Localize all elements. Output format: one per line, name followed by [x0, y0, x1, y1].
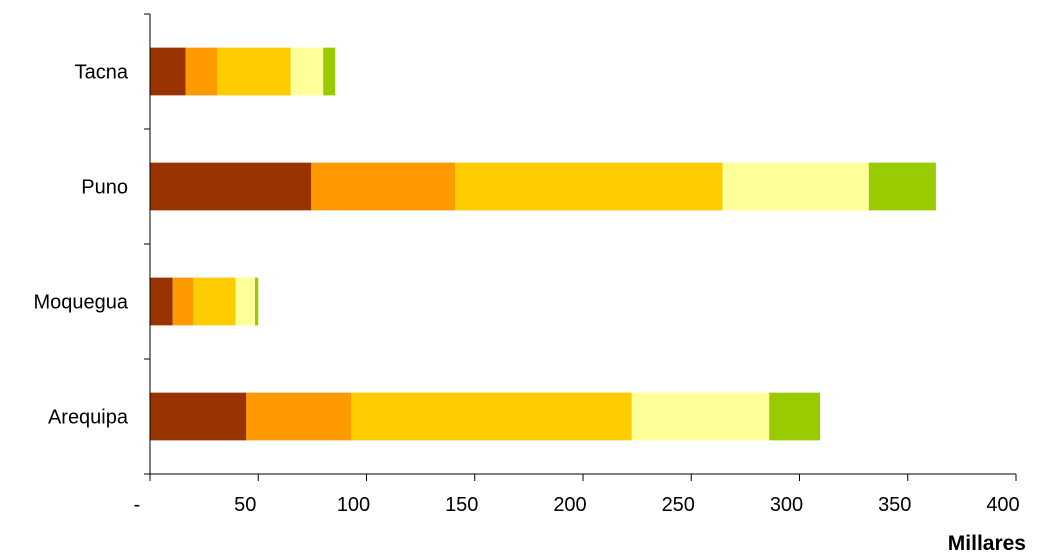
x-tick-label: 200 — [553, 494, 586, 516]
x-tick-label: 250 — [662, 494, 695, 516]
bar-moquegua-segment-5 — [255, 277, 259, 326]
x-axis-unit-label: Millares — [948, 532, 1026, 555]
bar-moquegua-segment-4 — [235, 277, 256, 326]
bar-arequipa-segment-1 — [150, 392, 247, 441]
category-label-tacna: Tacna — [75, 62, 129, 84]
bar-arequipa-segment-3 — [351, 392, 632, 441]
x-tick-label: 50 — [234, 494, 256, 516]
bar-arequipa-segment-5 — [769, 392, 821, 441]
bar-arequipa-segment-4 — [631, 392, 770, 441]
bar-moquegua-segment-2 — [172, 277, 194, 326]
bar-puno-segment-4 — [722, 162, 869, 211]
category-label-puno: Puno — [81, 177, 128, 199]
axes-group — [144, 13, 1017, 481]
bar-tacna-segment-4 — [290, 47, 324, 96]
x-tick-label: 150 — [445, 494, 478, 516]
bar-tacna-segment-5 — [323, 47, 336, 96]
x-tick-label: 100 — [337, 494, 370, 516]
bar-puno-segment-1 — [150, 162, 312, 211]
x-tick-label: 300 — [770, 494, 803, 516]
labels-group: Arequipa Moquegua Puno Tacna - 50 100 150 200 250… — [33, 62, 1019, 517]
bar-moquegua-segment-1 — [150, 277, 173, 326]
bar-puno-segment-3 — [455, 162, 723, 211]
bar-puno-segment-2 — [311, 162, 456, 211]
bars-group — [150, 47, 936, 441]
category-label-arequipa: Arequipa — [48, 407, 129, 429]
x-tick-label: - — [134, 494, 141, 516]
category-label-moquegua: Moquegua — [33, 292, 128, 314]
bar-puno-segment-5 — [868, 162, 936, 211]
bar-tacna-segment-2 — [185, 47, 218, 96]
bar-moquegua-segment-3 — [193, 277, 236, 326]
bar-tacna-segment-3 — [217, 47, 291, 96]
x-tick-label: 400 — [986, 494, 1019, 516]
x-tick-label: 350 — [878, 494, 911, 516]
bar-arequipa-segment-2 — [246, 392, 352, 441]
bar-tacna-segment-1 — [150, 47, 186, 96]
